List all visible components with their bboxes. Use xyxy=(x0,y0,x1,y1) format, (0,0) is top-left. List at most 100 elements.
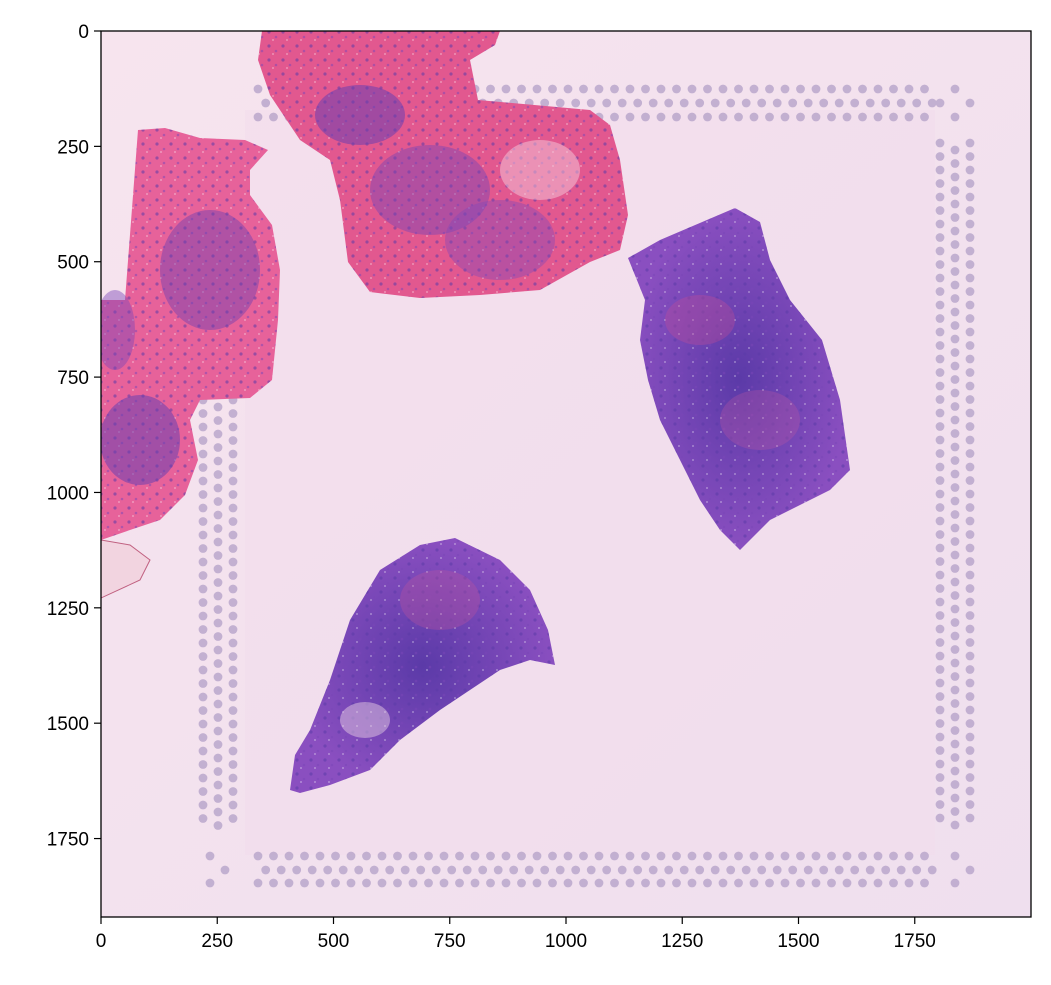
fiducial-spot xyxy=(804,99,813,108)
fiducial-spot xyxy=(455,852,464,861)
fiducial-spot xyxy=(765,85,774,94)
fiducial-spot xyxy=(571,866,580,875)
fiducial-spot xyxy=(905,852,914,861)
fiducial-spot xyxy=(951,879,960,888)
fiducial-spot xyxy=(229,571,238,580)
fiducial-spot xyxy=(199,585,208,594)
fiducial-spot xyxy=(966,247,975,256)
fiducial-spot xyxy=(424,852,433,861)
fiducial-spot xyxy=(951,510,960,519)
fiducial-spot xyxy=(657,879,666,888)
fiducial-spot xyxy=(347,852,356,861)
fiducial-spot xyxy=(951,240,960,249)
fiducial-spot xyxy=(936,99,945,108)
fiducial-spot xyxy=(610,879,619,888)
fiducial-spot xyxy=(966,99,975,108)
fiducial-spot xyxy=(548,852,557,861)
fiducial-spot xyxy=(936,598,945,607)
fiducial-spot xyxy=(564,879,573,888)
fiducial-spot xyxy=(936,719,945,728)
fiducial-spot xyxy=(199,423,208,432)
fiducial-spot xyxy=(928,866,937,875)
fiducial-spot xyxy=(936,814,945,823)
fiducial-spot xyxy=(889,113,898,122)
fiducial-spot xyxy=(214,821,223,830)
fiducial-spot xyxy=(951,113,960,122)
fiducial-spot xyxy=(966,787,975,796)
fiducial-spot xyxy=(773,99,782,108)
fiducial-spot xyxy=(936,760,945,769)
fiducial-spot xyxy=(966,625,975,634)
fiducial-spot xyxy=(517,85,526,94)
fiducial-spot xyxy=(626,85,635,94)
fiducial-spot xyxy=(951,632,960,641)
fiducial-spot xyxy=(595,879,604,888)
y-tick-label: 1750 xyxy=(47,830,89,851)
fiducial-spot xyxy=(781,879,790,888)
fiducial-spot xyxy=(951,173,960,182)
fiducial-spot xyxy=(936,665,945,674)
fiducial-spot xyxy=(858,852,867,861)
fiducial-spot xyxy=(750,879,759,888)
fiducial-spot xyxy=(703,852,712,861)
fiducial-spot xyxy=(610,85,619,94)
fiducial-spot xyxy=(229,639,238,648)
fiducial-spot xyxy=(331,879,340,888)
fiducial-spot xyxy=(812,879,821,888)
x-tick-label: 1000 xyxy=(545,931,587,952)
fiducial-spot xyxy=(199,517,208,526)
fiducial-spot xyxy=(409,852,418,861)
fiducial-spot xyxy=(966,638,975,647)
fiducial-spot xyxy=(889,85,898,94)
fiducial-spot xyxy=(199,409,208,418)
fiducial-spot xyxy=(229,693,238,702)
fiducial-spot xyxy=(726,99,735,108)
fiducial-spot xyxy=(432,866,441,875)
fiducial-spot xyxy=(966,773,975,782)
fiducial-spot xyxy=(680,99,689,108)
fiducial-spot xyxy=(229,450,238,459)
fiducial-spot xyxy=(680,866,689,875)
fiducial-spot xyxy=(936,139,945,148)
fiducial-spot xyxy=(362,852,371,861)
fiducial-spot xyxy=(936,260,945,269)
fiducial-spot xyxy=(951,780,960,789)
fiducial-spot xyxy=(966,571,975,580)
fiducial-spot xyxy=(966,287,975,296)
fiducial-spot xyxy=(951,416,960,425)
fiducial-spot xyxy=(199,774,208,783)
fiducial-spot xyxy=(966,517,975,526)
fiducial-spot xyxy=(936,206,945,215)
fiducial-spot xyxy=(206,852,215,861)
fiducial-spot xyxy=(951,321,960,330)
x-tick-label: 750 xyxy=(434,931,466,952)
fiducial-spot xyxy=(502,852,511,861)
fiducial-spot xyxy=(936,382,945,391)
fiducial-spot xyxy=(781,85,790,94)
fiducial-spot xyxy=(214,686,223,695)
fiducial-spot xyxy=(936,355,945,364)
fiducial-spot xyxy=(214,592,223,601)
fiducial-spot xyxy=(966,274,975,283)
fiducial-spot xyxy=(626,852,635,861)
fiducial-spot xyxy=(641,852,650,861)
fiducial-spot xyxy=(920,879,929,888)
fiducial-spot xyxy=(936,287,945,296)
fiducial-spot xyxy=(641,879,650,888)
fiducial-spot xyxy=(734,852,743,861)
fiducial-spot xyxy=(229,774,238,783)
fiducial-spot xyxy=(277,866,286,875)
fiducial-spot xyxy=(370,866,379,875)
x-tick-label: 1250 xyxy=(661,931,703,952)
fiducial-spot xyxy=(602,99,611,108)
fiducial-spot xyxy=(850,99,859,108)
fiducial-spot xyxy=(269,113,278,122)
fiducial-spot xyxy=(564,85,573,94)
fiducial-spot xyxy=(719,852,728,861)
fiducial-spot xyxy=(796,113,805,122)
fiducial-spot xyxy=(951,362,960,371)
fiducial-spot xyxy=(229,490,238,499)
fiducial-spot xyxy=(587,866,596,875)
fiducial-spot xyxy=(966,341,975,350)
fiducial-spot xyxy=(711,866,720,875)
